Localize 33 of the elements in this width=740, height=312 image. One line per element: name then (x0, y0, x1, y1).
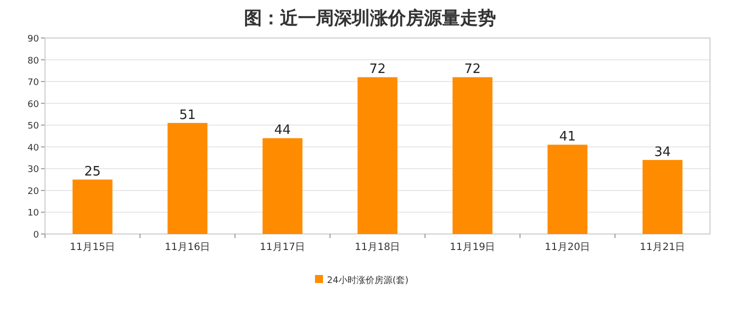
bar (452, 77, 492, 234)
data-label: 41 (559, 130, 576, 145)
data-label: 34 (654, 144, 671, 160)
y-tick-label: 10 (28, 208, 40, 219)
legend-label: 24小时涨价房源(套) (327, 275, 408, 286)
y-tick-label: 0 (33, 230, 40, 240)
bar (642, 160, 682, 234)
bar (168, 122, 208, 234)
y-tick-label: 20 (28, 186, 40, 197)
y-tick-label: 50 (28, 122, 40, 132)
bar (358, 77, 398, 234)
y-tick-label: 90 (28, 34, 40, 44)
data-label: 51 (179, 108, 196, 123)
y-tick-label: 40 (28, 143, 40, 154)
y-tick-label: 60 (28, 100, 40, 110)
data-label: 72 (464, 62, 481, 78)
x-tick-label: 11月18日 (354, 242, 400, 253)
y-tick-label: 80 (28, 56, 40, 66)
x-tick-label: 11月16日 (164, 242, 210, 253)
chart-title: 图：近一周深圳涨价房源量走势 (244, 8, 496, 29)
data-label: 25 (84, 164, 101, 180)
y-tick-label: 70 (28, 78, 40, 88)
bar (262, 138, 302, 234)
x-tick-label: 11月21日 (640, 242, 686, 253)
bar (548, 144, 588, 234)
x-tick-label: 11月19日 (450, 242, 496, 253)
data-label: 72 (369, 62, 386, 78)
y-tick-label: 30 (28, 165, 40, 176)
data-label: 44 (274, 123, 291, 138)
x-tick-label: 11月15日 (70, 242, 116, 253)
bar (72, 180, 112, 234)
x-tick-label: 11月20日 (544, 242, 590, 253)
x-tick-label: 11月17日 (260, 242, 306, 253)
